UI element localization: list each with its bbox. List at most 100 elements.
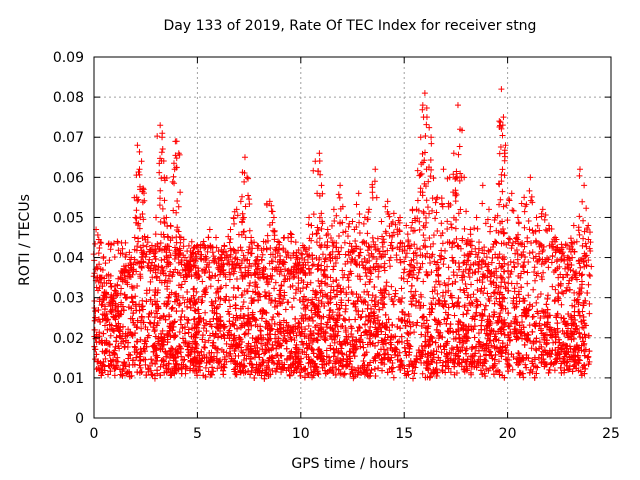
data-point — [223, 340, 230, 347]
data-point — [364, 288, 371, 295]
data-point — [445, 275, 452, 282]
data-point — [526, 322, 533, 329]
data-point — [414, 275, 421, 282]
data-point — [232, 302, 239, 309]
data-point — [530, 286, 537, 293]
data-point — [388, 283, 395, 290]
data-point — [181, 356, 188, 363]
data-point — [537, 290, 544, 297]
data-point — [335, 306, 342, 313]
data-point — [471, 334, 478, 341]
data-point — [460, 311, 467, 318]
data-point — [554, 320, 561, 327]
data-point — [247, 279, 254, 286]
data-point — [532, 346, 539, 353]
data-point — [398, 285, 405, 292]
data-point — [178, 353, 185, 360]
data-point — [385, 291, 392, 298]
data-point — [205, 337, 212, 344]
data-point — [515, 350, 522, 357]
data-point — [488, 293, 495, 300]
data-point — [215, 359, 222, 366]
data-point — [586, 348, 593, 355]
data-point — [101, 322, 108, 329]
data-point — [352, 316, 359, 323]
data-point — [495, 319, 502, 326]
data-point — [397, 325, 404, 332]
data-point — [478, 322, 485, 329]
data-point — [478, 317, 485, 324]
data-point — [279, 300, 286, 307]
data-point — [432, 339, 439, 346]
data-point — [137, 336, 144, 343]
data-point — [188, 238, 195, 245]
data-point — [505, 368, 512, 375]
data-point — [202, 309, 209, 316]
data-point — [366, 335, 373, 342]
data-point — [551, 367, 558, 374]
data-point — [410, 375, 417, 382]
data-point — [434, 290, 441, 297]
data-point — [178, 321, 185, 328]
data-point — [536, 339, 543, 346]
data-point — [522, 361, 529, 368]
data-point — [169, 304, 176, 311]
data-point — [524, 269, 531, 276]
data-point — [360, 344, 367, 351]
data-point — [107, 332, 114, 339]
data-point — [109, 326, 116, 333]
data-point — [240, 299, 247, 306]
data-point — [450, 329, 457, 336]
data-point — [475, 330, 482, 337]
data-point — [356, 323, 363, 330]
data-point — [382, 311, 389, 318]
data-point — [234, 325, 241, 332]
data-point — [234, 284, 241, 291]
data-point — [176, 329, 183, 336]
data-point — [210, 368, 217, 375]
data-point — [350, 349, 357, 356]
data-point — [497, 309, 504, 316]
data-point — [246, 282, 253, 289]
data-point — [274, 310, 281, 317]
data-point — [558, 241, 565, 248]
data-point — [404, 278, 411, 285]
data-point — [390, 374, 397, 381]
data-point — [241, 331, 248, 338]
data-point — [451, 312, 458, 319]
data-point — [470, 291, 477, 298]
data-point — [309, 347, 316, 354]
data-point — [526, 250, 533, 257]
data-point — [511, 263, 518, 270]
data-point — [330, 346, 337, 353]
data-point — [531, 264, 538, 271]
data-point — [185, 329, 192, 336]
data-point — [295, 319, 302, 326]
data-point — [151, 375, 158, 382]
data-point — [282, 306, 289, 313]
data-point — [93, 284, 100, 291]
data-point — [339, 274, 346, 281]
data-point — [146, 319, 153, 326]
data-point — [271, 285, 278, 292]
data-point — [218, 347, 225, 354]
data-point — [464, 307, 471, 314]
data-point — [408, 301, 415, 308]
data-points — [90, 86, 595, 382]
data-point — [438, 349, 445, 356]
data-point — [474, 287, 481, 294]
data-point — [586, 310, 593, 317]
data-point — [367, 323, 374, 330]
data-point — [346, 316, 353, 323]
data-point — [318, 262, 325, 269]
data-point — [296, 369, 303, 376]
data-point — [413, 322, 420, 329]
data-point — [323, 347, 330, 354]
data-point — [423, 271, 430, 278]
data-point — [554, 294, 561, 301]
data-point — [402, 348, 409, 355]
data-point — [490, 313, 497, 320]
data-point — [258, 315, 265, 322]
data-point — [222, 282, 229, 289]
data-point — [270, 314, 277, 321]
